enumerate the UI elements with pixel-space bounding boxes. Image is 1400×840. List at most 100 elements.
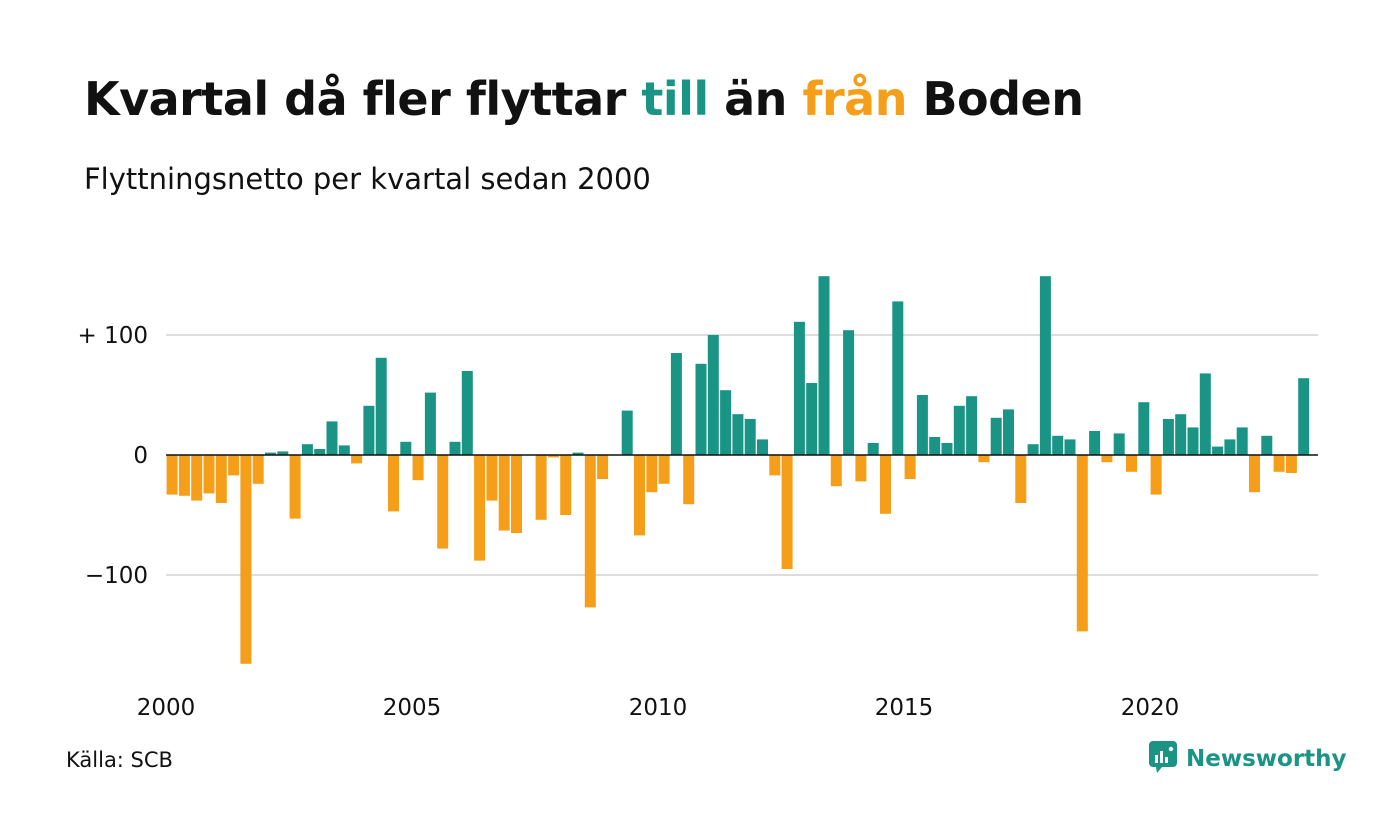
bar-2021K2 [1212, 446, 1224, 455]
x-tick-label: 2015 [875, 695, 934, 721]
bar-2019K4 [1138, 402, 1150, 455]
bar-layer [166, 276, 1310, 664]
bar-2002K4 [301, 444, 313, 455]
bar-2001K4 [252, 455, 264, 484]
bar-2004K3 [388, 455, 399, 512]
bar-2012K4 [793, 321, 805, 455]
bar-2020K3 [1175, 414, 1187, 455]
x-tick-label: 2010 [629, 695, 688, 721]
bar-2003K2 [326, 421, 338, 455]
bar-2018K3 [1076, 455, 1088, 632]
bar-2001K3 [240, 455, 252, 664]
bar-2009K4 [646, 455, 658, 493]
bar-2014K4 [892, 301, 904, 455]
bar-2003K1 [314, 449, 326, 455]
bar-2009K3 [634, 455, 645, 536]
bar-2017K2 [1015, 455, 1027, 503]
bar-2007K4 [547, 455, 559, 458]
bar-2012K1 [757, 439, 768, 455]
bar-2012K3 [781, 455, 793, 569]
title-part-2: än [708, 72, 803, 126]
bar-2008K4 [597, 455, 609, 479]
bar-2004K2 [375, 357, 387, 455]
title-highlight-fran: från [802, 72, 907, 126]
x-tick-label: 2020 [1121, 695, 1180, 721]
grid-layer [166, 334, 1318, 576]
y-tick-label: −100 [85, 563, 148, 589]
bar-2006K1 [461, 371, 473, 455]
source-note: Källa: SCB [66, 748, 173, 772]
bar-2020K1 [1150, 455, 1162, 495]
bar-2009K2 [621, 410, 633, 455]
y-tick-label: + 100 [78, 323, 148, 349]
bar-2014K3 [880, 455, 891, 514]
bar-2002K1 [265, 452, 276, 455]
bar-2015K1 [904, 455, 916, 479]
chart-subtitle: Flyttningsnetto per kvartal sedan 2000 [84, 162, 651, 196]
bar-2015K2 [916, 395, 928, 455]
y-tick-label: 0 [133, 443, 148, 469]
x-tick-label: 2005 [383, 695, 442, 721]
bar-2010K3 [683, 455, 695, 505]
bar-2020K2 [1162, 419, 1174, 455]
bar-2005K2 [424, 392, 436, 455]
bar-2013K4 [843, 330, 855, 455]
bar-2011K4 [744, 419, 756, 455]
bar-2016K1 [953, 405, 965, 455]
bar-2010K4 [695, 363, 707, 455]
bar-2021K4 [1236, 427, 1248, 455]
bar-2003K3 [338, 445, 350, 455]
bar-2012K2 [769, 455, 781, 476]
bar-2007K3 [535, 455, 547, 520]
bar-2020K4 [1187, 427, 1199, 455]
axis-label-layer: + 100 0 −100 2000 2005 2010 2015 2020 [78, 323, 1180, 721]
bar-2010K1 [658, 455, 670, 484]
bar-2016K3 [978, 455, 990, 463]
bar-2003K4 [351, 455, 363, 464]
bar-2005K4 [449, 441, 461, 455]
bar-2000K4 [203, 455, 215, 494]
bar-2015K4 [941, 443, 953, 455]
bar-2006K2 [474, 455, 486, 561]
bar-2019K2 [1113, 433, 1125, 455]
bar-2017K4 [1039, 276, 1051, 455]
bar-2019K1 [1101, 455, 1113, 463]
brand: Newsworthy [1148, 740, 1347, 778]
bar-2000K3 [191, 455, 203, 501]
bar-2008K1 [560, 455, 572, 515]
bar-2008K3 [584, 455, 596, 608]
bar-2011K2 [720, 390, 732, 455]
bar-2018K2 [1064, 439, 1076, 455]
bar-2022K3 [1273, 455, 1285, 472]
bar-2008K2 [572, 452, 584, 455]
bar-2013K3 [830, 455, 842, 487]
bar-2007K1 [511, 455, 522, 533]
bar-2016K2 [966, 396, 978, 455]
bar-2001K2 [228, 455, 240, 476]
bar-2021K1 [1199, 373, 1211, 455]
bar-2023K1 [1298, 378, 1310, 455]
bar-2013K2 [818, 276, 830, 455]
x-tick-label: 2000 [137, 695, 196, 721]
title-highlight-till: till [641, 72, 709, 126]
bar-2022K2 [1261, 435, 1273, 455]
title-part-3: Boden [906, 72, 1084, 126]
newsworthy-logo-icon [1148, 740, 1178, 778]
bar-2002K3 [289, 455, 301, 519]
bar-2004K1 [363, 405, 375, 455]
bar-2014K1 [855, 455, 867, 482]
bar-2021K3 [1224, 439, 1236, 455]
bar-2002K2 [277, 451, 289, 455]
bar-2018K4 [1089, 431, 1101, 455]
bar-2011K1 [707, 335, 719, 455]
bar-2017K3 [1027, 444, 1039, 455]
chart-title: Kvartal då fler flyttar till än från Bod… [84, 72, 1084, 126]
bar-2005K3 [437, 455, 449, 549]
bar-2000K2 [178, 455, 190, 496]
bar-2005K1 [412, 455, 424, 481]
bar-2022K4 [1285, 455, 1297, 473]
bar-2006K3 [486, 455, 498, 501]
bar-2010K2 [670, 353, 682, 455]
bar-2013K1 [806, 383, 818, 455]
